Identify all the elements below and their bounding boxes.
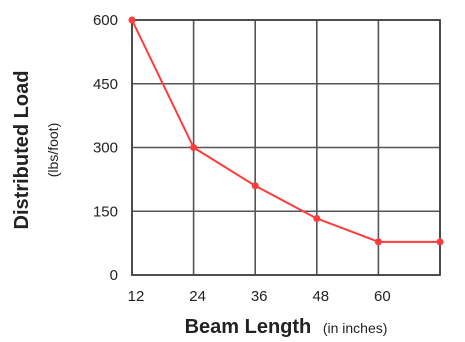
x-tick-label: 36 [251, 288, 268, 305]
grid [131, 19, 441, 276]
plot-frame [131, 19, 441, 276]
series-line [131, 19, 440, 243]
y-tick-label: 450 [93, 76, 118, 93]
x-tick-label: 60 [374, 288, 391, 305]
y-tick-labels: 0 150 300 450 600 [93, 12, 118, 284]
y-tick-label: 600 [93, 12, 118, 29]
x-tick-label: 24 [189, 288, 206, 305]
data-point [190, 144, 198, 151]
x-axis-unit: (in inches) [323, 320, 388, 336]
data-point [251, 182, 259, 190]
y-tick-label: 300 [93, 140, 118, 157]
y-axis-unit: (lbs/foot) [45, 123, 61, 177]
x-tick-labels: 12 24 36 48 60 [128, 288, 391, 305]
y-axis-title: Distributed Load [11, 71, 33, 230]
x-tick-label: 12 [128, 288, 145, 305]
data-point [313, 214, 321, 222]
x-tick-label: 48 [312, 288, 329, 305]
data-point [374, 238, 382, 246]
data-point [436, 238, 444, 246]
y-tick-label: 150 [93, 203, 118, 220]
series-layer [128, 16, 444, 246]
data-point [128, 16, 136, 24]
x-axis-title: Beam Length (in inches) [185, 316, 388, 338]
y-tick-label: 0 [110, 267, 118, 284]
x-axis-title-text: Beam Length [185, 316, 312, 338]
